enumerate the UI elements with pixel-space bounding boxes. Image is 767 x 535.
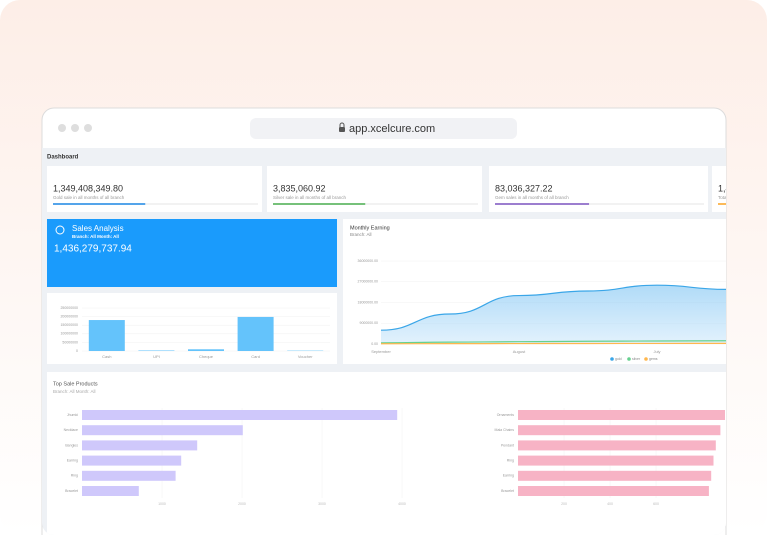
bulb-icon: [55, 225, 65, 235]
y-tick-label: Mala Chains: [495, 428, 515, 432]
y-tick-label: 9000000.00: [360, 321, 379, 325]
area-fill: [381, 285, 726, 344]
x-tick-label: Voucher: [298, 354, 313, 359]
bar: [82, 410, 398, 420]
bar: [518, 410, 725, 420]
y-tick-label: 250000000: [60, 306, 78, 310]
bar: [82, 455, 182, 466]
bar: [518, 486, 709, 496]
page-title: Dashboard: [47, 155, 79, 161]
stat-value: 1,4: [718, 183, 731, 193]
legend-swatch: [644, 357, 648, 361]
x-tick-label: September: [371, 349, 391, 354]
sales-title: Sales Analysis: [72, 224, 124, 233]
legend-label: gems: [649, 357, 658, 361]
stat-value: 1,349,408,349.80: [53, 183, 123, 193]
y-tick-label: Ring: [71, 474, 78, 478]
y-tick-label: Ring: [507, 459, 514, 463]
y-tick-label: 150000000: [60, 323, 78, 327]
stat-card: [712, 166, 726, 212]
x-tick-label: 400: [607, 502, 613, 506]
bar: [82, 425, 243, 436]
products-title: Top Sale Products: [53, 381, 98, 387]
y-tick-label: 50000000: [62, 340, 78, 344]
legend-label: gold: [615, 357, 622, 361]
bar: [518, 440, 716, 451]
x-tick-label: 200: [561, 502, 567, 506]
y-tick-label: Bracelet: [501, 489, 514, 493]
x-tick-label: 3000: [318, 502, 326, 506]
line: [380, 340, 726, 344]
legend-swatch: [627, 357, 631, 361]
bar: [82, 470, 176, 481]
legend-swatch: [610, 357, 614, 361]
y-tick-label: Earring: [67, 459, 78, 463]
products-subtitle: Branch: All Month: All: [53, 389, 96, 394]
bar: [237, 316, 274, 351]
y-tick-label: 27000000.00: [358, 280, 378, 284]
x-tick-label: 600: [653, 502, 659, 506]
window-dot: [71, 124, 79, 132]
x-tick-label: UPI: [153, 354, 160, 359]
bar: [518, 470, 712, 481]
stat-value: 3,835,060.92: [273, 183, 326, 193]
y-tick-label: Bangles: [65, 443, 78, 447]
products-panel: [47, 372, 726, 535]
y-tick-label: Bracelet: [65, 489, 78, 493]
url: app.xcelcure.com: [349, 123, 435, 135]
lock-icon: [339, 127, 345, 132]
x-tick-label: 1000: [158, 502, 166, 506]
stat-label: Gold sale in all months of all branch: [53, 195, 125, 200]
stat-label: Gem sales in all months of all branch: [495, 195, 569, 200]
sales-card: [47, 219, 337, 287]
window-dot: [84, 124, 92, 132]
x-tick-label: August: [513, 349, 526, 354]
bar: [188, 349, 224, 351]
x-tick-label: July: [653, 349, 660, 354]
x-tick-label: Card: [251, 354, 260, 359]
bar: [88, 320, 125, 351]
y-tick-label: 0.00: [371, 342, 378, 346]
legend-label: silver: [632, 357, 641, 361]
sales-total: 1,436,279,737.94: [54, 244, 132, 255]
app-content: Dashboard Sales Analysis Branch: All Mon…: [42, 148, 731, 535]
stat-value: 83,036,327.22: [495, 183, 553, 193]
y-tick-label: Ornaments: [497, 413, 515, 417]
y-tick-label: Necklace: [64, 428, 78, 432]
sales-subtitle: Branch: All Month: All: [72, 234, 119, 239]
x-tick-label: 4000: [398, 502, 406, 506]
y-tick-label: 100000000: [60, 332, 78, 336]
bar: [138, 350, 175, 351]
bar: [82, 486, 139, 496]
x-tick-label: 2000: [238, 502, 246, 506]
bar: [518, 425, 721, 436]
window-dot: [58, 124, 66, 132]
y-tick-label: 200000000: [60, 315, 78, 319]
y-tick-label: Earring: [503, 474, 514, 478]
url-bar[interactable]: [250, 118, 517, 139]
bar: [518, 455, 714, 466]
y-tick-label: 18000000.00: [358, 300, 378, 304]
earning-title: Monthly Earning: [350, 225, 390, 231]
x-tick-label: Cash: [102, 354, 111, 359]
y-tick-label: Jhumki: [67, 413, 78, 417]
line: [380, 284, 726, 331]
x-tick-label: Cheque: [199, 354, 214, 359]
lock-icon: [339, 122, 345, 127]
stat-label: Total: [718, 195, 728, 200]
bar: [82, 440, 198, 451]
y-tick-label: 36000000.00: [358, 259, 378, 263]
y-tick-label: 0: [76, 349, 78, 353]
earning-subtitle: Branch: All: [350, 232, 372, 237]
y-tick-label: Pendant: [501, 443, 514, 447]
stat-label: Silver sale in all months of all branch: [273, 195, 347, 200]
